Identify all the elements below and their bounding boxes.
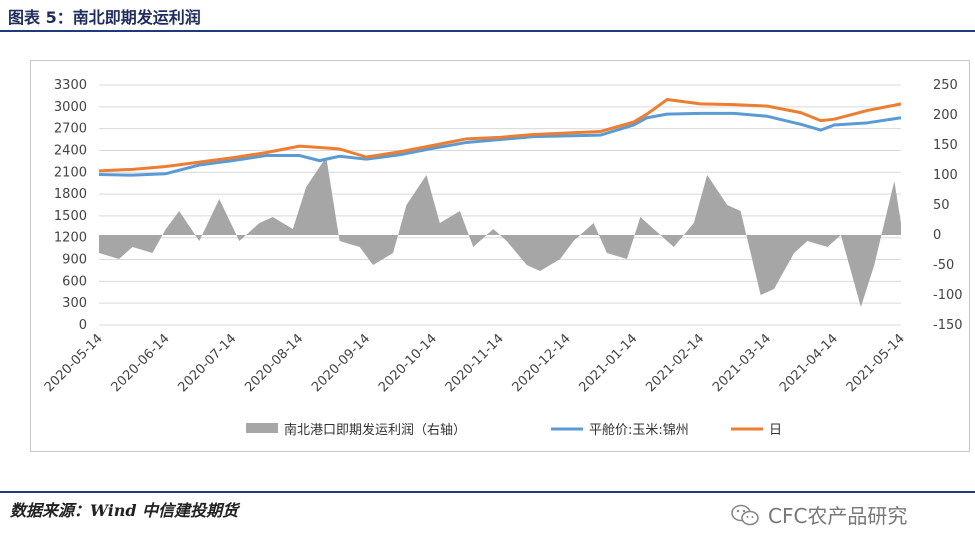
left-tick-label: 600 — [62, 274, 87, 289]
legend-item-profit-label: 南北港口即期发运利润（右轴） — [284, 422, 466, 438]
top-rule — [0, 30, 975, 32]
right-tick-label: -50 — [933, 258, 954, 273]
x-tick-label: 2021-04-14 — [777, 331, 841, 395]
x-tick-label: 2020-07-14 — [175, 331, 239, 395]
watermark-text: CFC农产品研究 — [768, 504, 908, 528]
x-tick-label: 2020-05-14 — [42, 331, 106, 395]
x-tick-label: 2021-03-14 — [710, 331, 774, 395]
left-tick-label: 0 — [79, 318, 87, 333]
x-tick-label: 2020-08-14 — [242, 331, 306, 395]
right-tick-label: 150 — [933, 138, 958, 153]
right-tick-label: 0 — [933, 228, 941, 243]
right-tick-label: 250 — [933, 78, 958, 93]
right-tick-label: 200 — [933, 108, 958, 123]
x-axis-ticks: 2020-05-14 2020-06-14 2020-07-14 2020-08-14… — [42, 331, 908, 395]
right-tick-label: 100 — [933, 168, 958, 183]
legend-item-ri-label: 日 — [769, 423, 782, 438]
left-tick-label: 1200 — [54, 231, 87, 246]
x-tick-label: 2020-12-14 — [510, 331, 574, 395]
legend-item-profit-swatch — [246, 423, 278, 433]
x-tick-label: 2020-11-14 — [443, 331, 507, 395]
corn-jinzhou-line — [98, 111, 902, 177]
left-tick-label: 300 — [62, 296, 87, 311]
left-tick-label: 3300 — [54, 78, 87, 93]
left-tick-label: 2100 — [54, 165, 87, 180]
left-tick-label: 900 — [62, 253, 87, 268]
right-tick-label: 50 — [933, 198, 950, 213]
legend: 南北港口即期发运利润（右轴） 平舱价:玉米:锦州 日 — [246, 422, 782, 438]
figure-title: 图表 5：南北即期发运利润 — [8, 8, 201, 27]
watermark: CFC农产品研究 — [730, 500, 907, 529]
x-tick-label: 2020-10-14 — [376, 331, 440, 395]
left-axis-ticks: 0 300 600 900 1200 1500 1800 2100 2400 2700 3000 33… — [54, 78, 87, 333]
profit-area-series — [99, 157, 901, 307]
left-tick-label: 3000 — [54, 100, 87, 115]
x-tick-label: 2020-06-14 — [109, 331, 173, 395]
chart-frame: 0 300 600 900 1200 1500 1800 2100 2400 2700 3000 33… — [30, 60, 970, 452]
x-tick-label: 2020-09-14 — [309, 331, 373, 395]
bottom-rule — [0, 491, 975, 493]
legend-item-corn-label: 平舱价:玉米:锦州 — [589, 423, 689, 438]
ri-line — [98, 98, 902, 173]
source-note: 数据来源：Wind 中信建投期货 — [10, 501, 239, 520]
left-tick-label: 2700 — [54, 122, 87, 137]
left-tick-label: 1500 — [54, 209, 87, 224]
x-tick-label: 2021-02-14 — [643, 331, 707, 395]
grid-layer — [99, 84, 901, 326]
left-tick-label: 1800 — [54, 187, 87, 202]
right-tick-label: -100 — [933, 288, 963, 303]
wechat-icon — [731, 504, 759, 525]
x-tick-label: 2021-05-14 — [844, 331, 908, 395]
right-axis-ticks: -150 -100 -50 0 50 100 150 200 250 — [933, 78, 963, 333]
x-tick-label: 2021-01-14 — [576, 331, 640, 395]
price-lines-layer — [98, 98, 902, 177]
right-tick-label: -150 — [933, 318, 963, 333]
left-tick-label: 2400 — [54, 143, 87, 158]
chart-svg: 0300600900120015001800210024002700300033… — [42, 78, 963, 438]
profit-area-layer — [99, 157, 901, 307]
